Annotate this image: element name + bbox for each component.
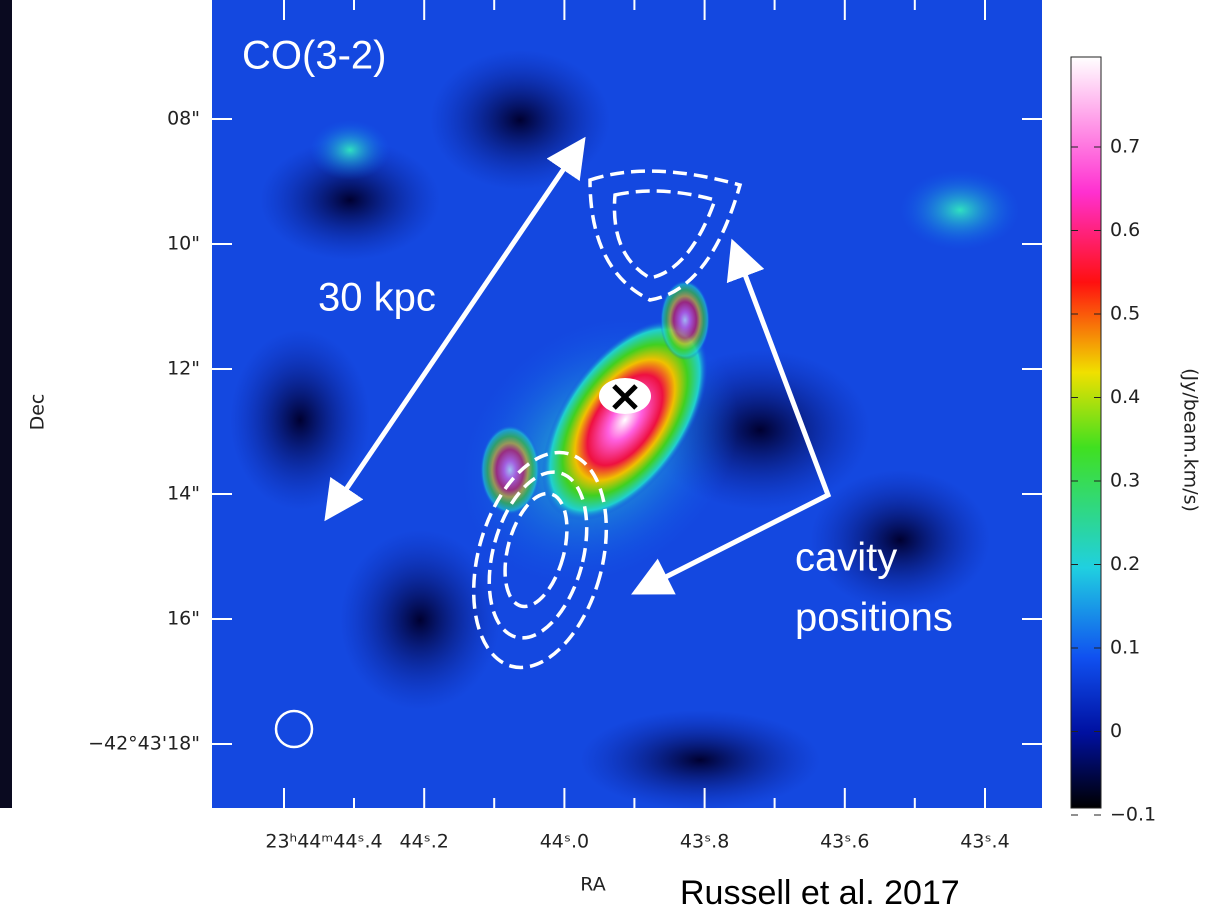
- x-tick-label: 43ˢ.8: [680, 831, 729, 853]
- colorbar-tick-label: 0.1: [1110, 637, 1140, 659]
- colorbar-tick-label: 0.3: [1110, 470, 1140, 492]
- cavity-label: positions: [795, 596, 953, 640]
- x-tick-label: 44ˢ.2: [399, 831, 448, 853]
- y-tick-label: −42°43'18": [88, 733, 200, 755]
- x-tick-label: 43ˢ.4: [960, 831, 1009, 853]
- x-tick-label: 44ˢ.0: [540, 831, 589, 853]
- map: [212, 0, 1056, 810]
- y-tick-label: 12": [167, 358, 200, 380]
- colorbar-tick-label: 0.2: [1110, 553, 1140, 575]
- distance-label: 30 kpc: [318, 276, 436, 320]
- colorbar: [1070, 56, 1102, 809]
- x-tick-label: 23ʰ44ᵐ44ˢ.4: [265, 831, 382, 853]
- colorbar-tick-label: 0: [1110, 720, 1122, 742]
- panel-label: CO(3-2): [242, 34, 386, 78]
- y-tick-label: 08": [167, 108, 200, 130]
- cavity-label: cavity: [795, 536, 897, 580]
- colorbar-label: (Jy/beam.km/s): [1180, 368, 1202, 512]
- credit: Russell et al. 2017: [680, 874, 960, 912]
- x-tick-label: 43ˢ.6: [820, 831, 869, 853]
- edge-strip: [0, 0, 12, 808]
- colorbar-tick-label: 0.5: [1110, 303, 1140, 325]
- colorbar-tick-label: −0.1: [1110, 804, 1156, 826]
- y-axis-label: Dec: [27, 394, 49, 431]
- y-tick-label: 10": [167, 233, 200, 255]
- y-tick-label: 14": [167, 483, 200, 505]
- y-tick-label: 16": [167, 608, 200, 630]
- colorbar-tick-label: 0.7: [1110, 136, 1140, 158]
- colorbar-tick-label: 0.4: [1110, 386, 1140, 408]
- x-axis-label: RA: [580, 874, 605, 896]
- colorbar-tick-label: 0.6: [1110, 219, 1140, 241]
